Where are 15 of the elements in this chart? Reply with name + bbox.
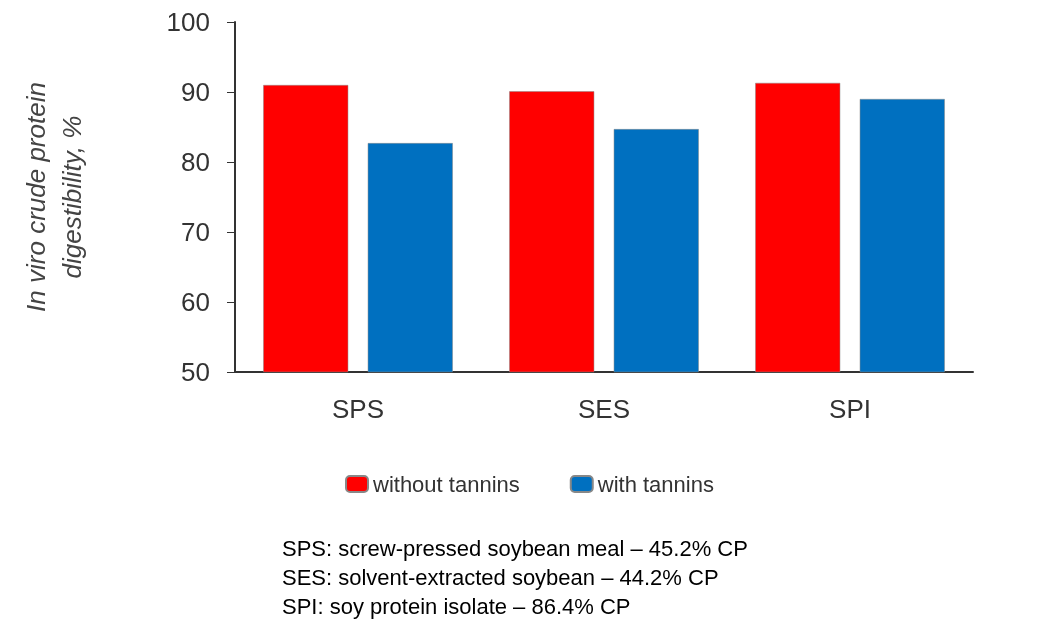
text: SPI: soy protein isolate – 86.4% CP bbox=[282, 593, 631, 619]
y-tick-label: 80 bbox=[181, 147, 210, 177]
legend-label: with tannins bbox=[596, 471, 714, 497]
x-tick-label: SPS bbox=[331, 394, 385, 424]
y-axis-title: In viro crude protein digestibility, % bbox=[21, 82, 87, 312]
x-tick-label: SPI bbox=[829, 394, 871, 424]
x-tick-label: SES bbox=[577, 394, 631, 424]
text: SPS: screw-pressed soybean meal – 45.2% CP bbox=[282, 535, 748, 561]
legend-label: without tannins bbox=[372, 471, 520, 497]
y-tick-label: 60 bbox=[181, 287, 210, 317]
y-tick-label: 100 bbox=[166, 7, 210, 37]
y-tick-label: 90 bbox=[181, 77, 210, 107]
text: SES: solvent-extracted soybean – 44.2% CP bbox=[282, 564, 719, 590]
y-tick-label: 50 bbox=[181, 357, 210, 387]
y-tick-label: 70 bbox=[181, 217, 210, 247]
